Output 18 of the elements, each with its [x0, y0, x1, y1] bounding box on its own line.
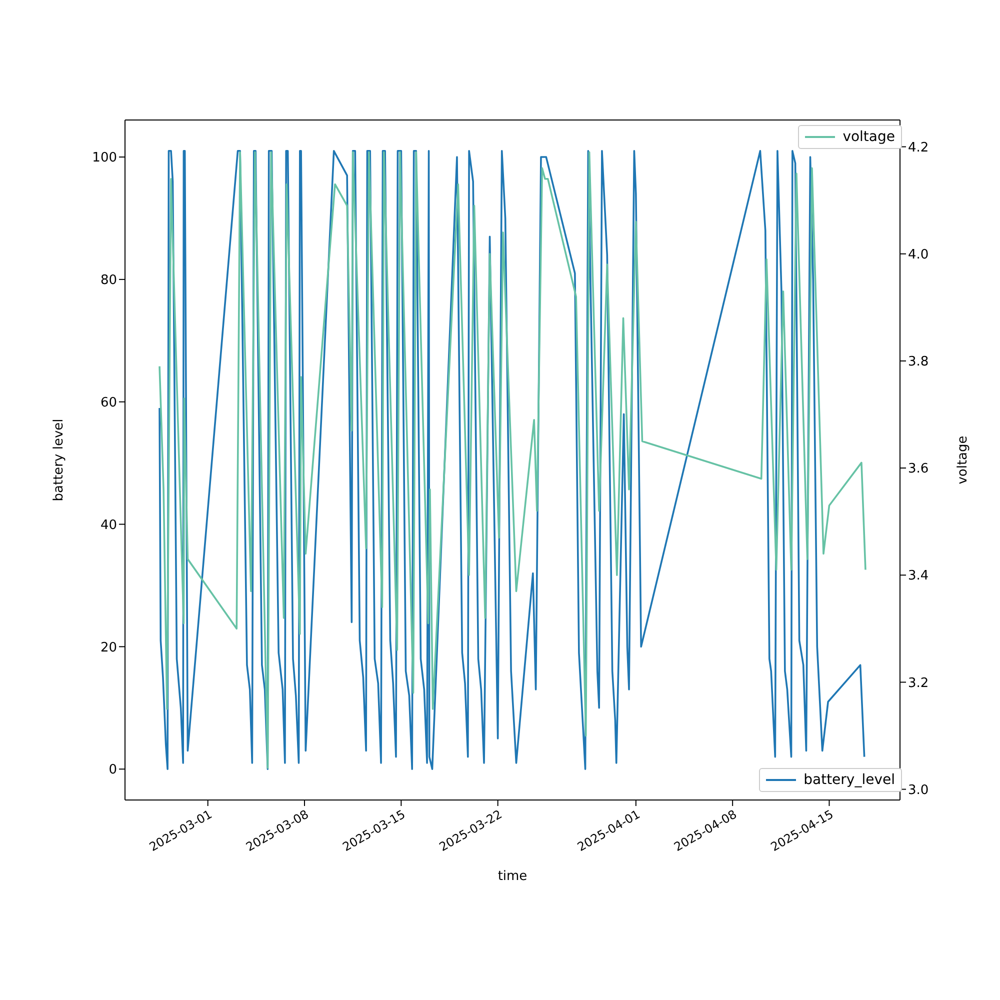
- y-tick-label: 80: [100, 273, 117, 288]
- legend-label: voltage: [842, 129, 895, 145]
- y-tick-label: 100: [92, 150, 117, 166]
- y2-tick-label: 4.2: [908, 140, 929, 156]
- y2-tick-label: 3.0: [908, 782, 929, 798]
- y-tick-label: 0: [108, 762, 117, 778]
- y-tick-label: 20: [100, 640, 117, 656]
- y2-tick-label: 4.0: [908, 247, 929, 262]
- legend-label: battery_level: [804, 772, 895, 788]
- y2-axis-title: voltage: [956, 436, 971, 484]
- x-axis-title: time: [498, 869, 528, 884]
- y2-tick-label: 3.8: [908, 354, 929, 370]
- y-tick-label: 40: [100, 518, 117, 533]
- y-axis-title: battery level: [52, 418, 67, 502]
- y2-tick-label: 3.6: [908, 462, 929, 477]
- y-tick-label: 60: [100, 395, 117, 410]
- y2-tick-label: 3.2: [908, 676, 929, 691]
- y2-tick-label: 3.4: [908, 568, 929, 584]
